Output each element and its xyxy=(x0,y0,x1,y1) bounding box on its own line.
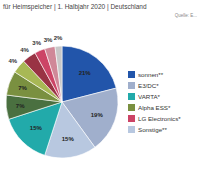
data-label: 19% xyxy=(91,112,104,118)
legend-item: Sonstige** xyxy=(128,126,167,133)
legend-label: sonnen** xyxy=(138,71,164,78)
legend-item: LG Electronics* xyxy=(128,115,181,122)
data-label: 15% xyxy=(62,136,75,142)
legend-label: LG Electronics* xyxy=(138,115,181,122)
data-label: 4% xyxy=(20,47,29,53)
legend-label: E3/DC* xyxy=(138,82,159,89)
legend-item: Alpha ESS* xyxy=(128,104,171,111)
legend-swatch xyxy=(128,104,135,111)
legend-label: Alpha ESS* xyxy=(138,104,171,111)
data-label: 7% xyxy=(16,103,25,109)
legend-item: sonnen** xyxy=(128,71,164,78)
pie-slice xyxy=(55,46,62,102)
annotation: Quelle: E... xyxy=(175,13,197,18)
data-label: 2% xyxy=(54,35,63,41)
pie xyxy=(6,46,118,158)
legend-label: Sonstige** xyxy=(138,126,167,133)
legend-swatch xyxy=(128,126,135,133)
data-label: 15% xyxy=(30,125,43,131)
legend-item: VARTA* xyxy=(128,93,161,100)
chart: für Heimspeicher | 1. Halbjahr 2020 | De… xyxy=(0,0,200,170)
title: für Heimspeicher | 1. Halbjahr 2020 | De… xyxy=(3,3,147,11)
data-label: 7% xyxy=(18,85,27,91)
data-label: 21% xyxy=(79,70,92,76)
data-label: 4% xyxy=(8,58,17,64)
legend-swatch xyxy=(128,93,135,100)
data-label: 3% xyxy=(32,40,41,46)
legend-label: VARTA* xyxy=(138,93,161,100)
pie-slice xyxy=(45,46,62,102)
legend-swatch xyxy=(128,115,135,122)
legend-item: E3/DC* xyxy=(128,82,159,89)
legend-swatch xyxy=(128,71,135,78)
data-label: 3% xyxy=(44,37,53,43)
legend: sonnen** E3/DC* VARTA* Alpha ESS* LG Electro… xyxy=(128,71,181,133)
legend-swatch xyxy=(128,82,135,89)
data-labels: 21%19%15%15%7%7%4%4%3%3%2% xyxy=(8,35,103,141)
